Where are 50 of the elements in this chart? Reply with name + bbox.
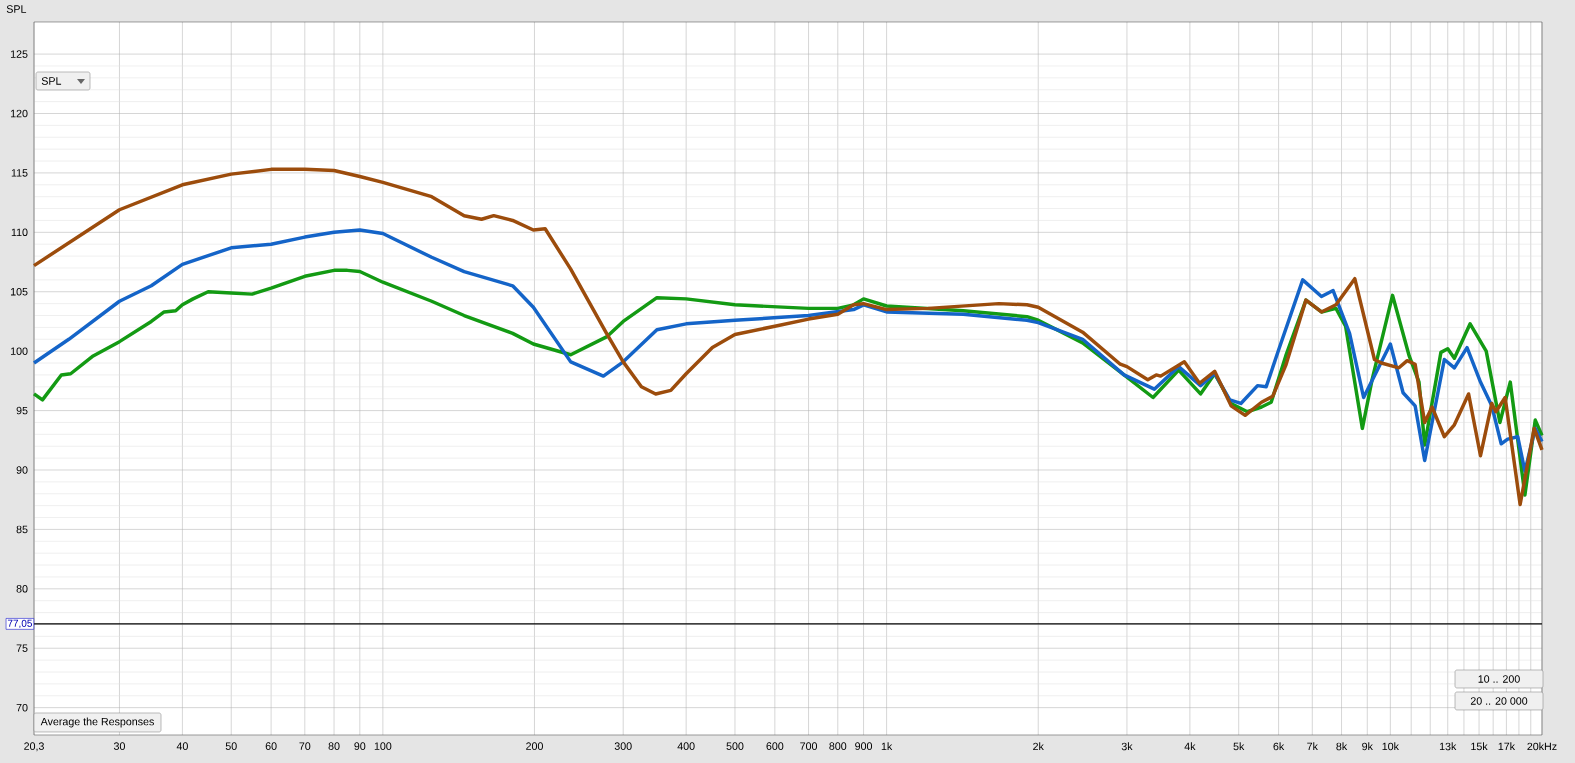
y-tick-label: 70 <box>16 703 28 712</box>
x-tick-label: 700 <box>800 742 818 750</box>
x-tick-label: 15k <box>1471 742 1488 751</box>
x-tick-label: 200 <box>526 742 543 750</box>
x-tick-label: 30 <box>113 742 125 750</box>
ref-line-label: 77,05 <box>7 619 32 629</box>
x-tick-label: 60 <box>265 742 277 750</box>
x-tick-label: 6k <box>1273 742 1285 751</box>
x-tick-label: 90 <box>354 742 366 750</box>
x-tick-label: 600 <box>766 742 784 750</box>
y-tick-label: 115 <box>11 169 28 177</box>
y-tick-label: 80 <box>16 585 28 593</box>
y-tick-label: 110 <box>11 228 28 237</box>
x-tick-label: 13k <box>1439 742 1457 751</box>
x-tick-label: 7k <box>1307 742 1318 751</box>
x-tick-label: 1k <box>881 742 893 751</box>
x-tick-label: 8k <box>1336 742 1348 751</box>
y-tick-label: 75 <box>16 644 28 652</box>
x-tick-label: 4k <box>1184 742 1196 751</box>
x-tick-label: 50 <box>225 742 237 750</box>
y-tick-label: 90 <box>16 466 28 474</box>
y-tick-label: 125 <box>10 50 28 58</box>
x-tick-label: 3k <box>1121 742 1133 751</box>
x-tick-label: 40 <box>176 742 188 750</box>
x-tick-label: 10k <box>1382 742 1399 751</box>
x-tick-label: 80 <box>328 742 340 750</box>
y-tick-label: 105 <box>10 287 28 296</box>
y-axis-title: SPL <box>6 5 27 13</box>
annotation: 10 .. 200 <box>1478 675 1520 683</box>
x-axis-title: Hz <box>1544 742 1557 751</box>
x-tick-label: 300 <box>614 742 632 750</box>
x-tick-label: 20,3 <box>24 742 44 752</box>
x-tick-label: 100 <box>374 742 392 750</box>
y-tick-label: 95 <box>16 406 28 415</box>
x-tick-label: 900 <box>855 742 873 750</box>
x-tick-label: 9k <box>1362 742 1373 751</box>
annotation: SPL <box>41 77 62 85</box>
x-tick-label: 800 <box>829 742 847 750</box>
annotation: Average the Responses <box>40 717 154 728</box>
x-tick-label: 500 <box>726 742 744 750</box>
y-tick-label: 120 <box>10 109 28 118</box>
y-tick-label: 100 <box>10 347 28 355</box>
annotation: 20 .. 20 000 <box>1470 697 1528 705</box>
x-tick-label: 5k <box>1233 742 1245 751</box>
y-tick-label: 85 <box>16 525 28 534</box>
x-tick-label: 17k <box>1498 742 1516 751</box>
x-tick-label: 70 <box>299 742 311 750</box>
x-tick-label: 20k <box>1527 742 1545 751</box>
x-tick-label: 2k <box>1033 742 1044 751</box>
x-tick-label: 400 <box>677 742 695 750</box>
